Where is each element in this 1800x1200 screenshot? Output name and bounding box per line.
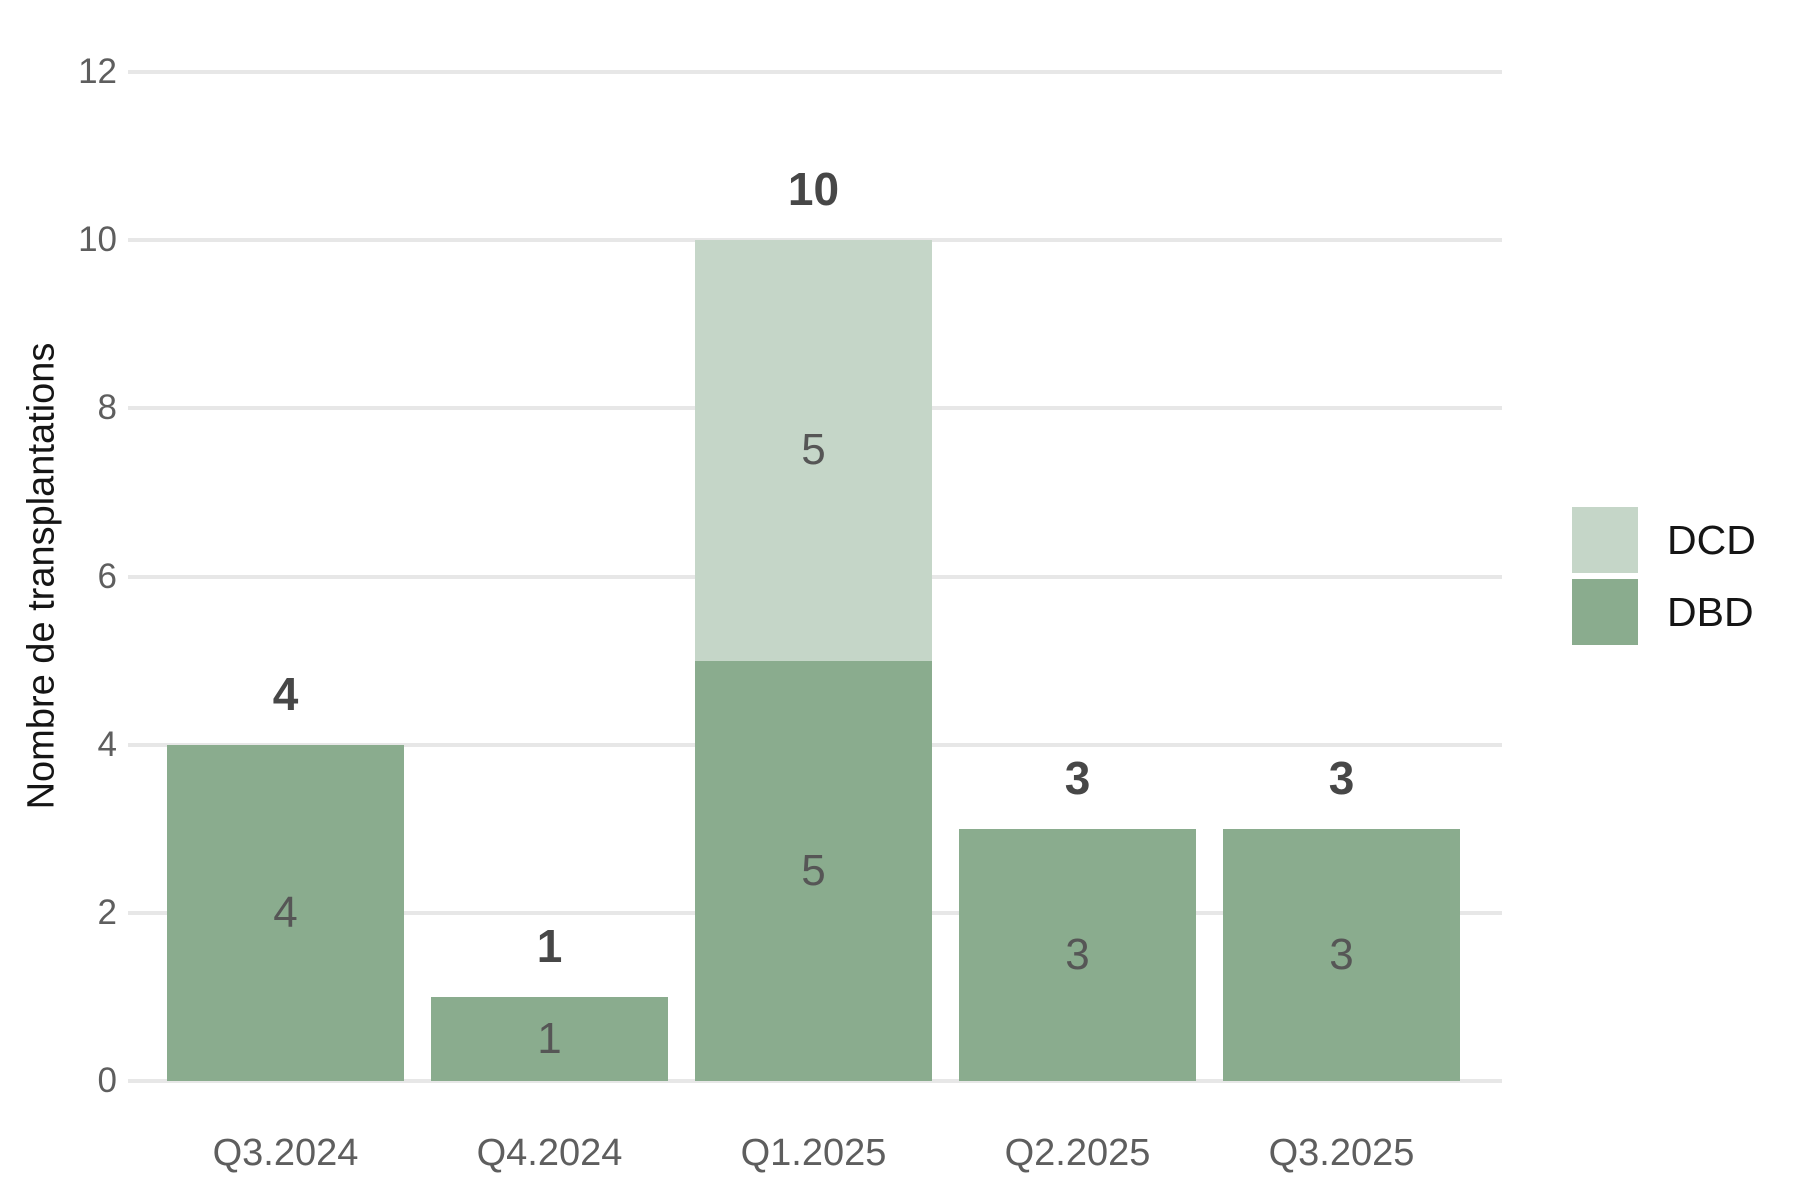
segment-value-label: 1	[537, 1013, 562, 1063]
y-tick-label: 8	[97, 388, 117, 428]
bar-segment-dcd	[695, 240, 932, 661]
y-tick-label: 6	[97, 556, 117, 596]
bar-segment-dbd	[695, 660, 932, 1081]
bar-segment-dbd	[959, 828, 1196, 1081]
segment-value-label: 5	[801, 425, 826, 475]
gridline	[128, 1079, 1502, 1083]
bar-segment-dbd	[1223, 828, 1460, 1081]
x-tick-label: Q3.2024	[212, 1132, 359, 1174]
bar-segment-dbd	[167, 744, 404, 1081]
segment-value-label: 5	[801, 845, 826, 895]
x-tick-label: Q2.2025	[1004, 1132, 1151, 1174]
gridline	[128, 70, 1502, 74]
bar-total-label: 3	[1328, 751, 1355, 804]
bar-total-label: 4	[272, 667, 299, 720]
x-tick-label: Q1.2025	[740, 1132, 887, 1174]
legend-swatch-dbd	[1572, 579, 1638, 645]
bar-total-label: 10	[787, 163, 840, 216]
legend-label-dcd: DCD	[1667, 517, 1756, 563]
legend-swatch-dcd	[1572, 507, 1638, 573]
y-tick-label: 12	[78, 52, 117, 91]
y-tick-label: 0	[97, 1061, 117, 1100]
segment-value-label: 4	[273, 887, 298, 937]
legend-label-dbd: DBD	[1667, 589, 1754, 635]
y-tick-label: 2	[97, 892, 117, 932]
bar-total-label: 3	[1064, 751, 1091, 804]
y-tick-label: 4	[97, 724, 117, 764]
y-tick-label: 10	[78, 220, 117, 260]
x-tick-label: Q4.2024	[476, 1132, 623, 1174]
bar-total-label: 1	[536, 919, 563, 972]
x-tick-label: Q3.2025	[1268, 1132, 1415, 1174]
segment-value-label: 3	[1329, 929, 1354, 979]
bar-segment-dbd	[431, 996, 668, 1081]
segment-value-label: 3	[1065, 929, 1090, 979]
